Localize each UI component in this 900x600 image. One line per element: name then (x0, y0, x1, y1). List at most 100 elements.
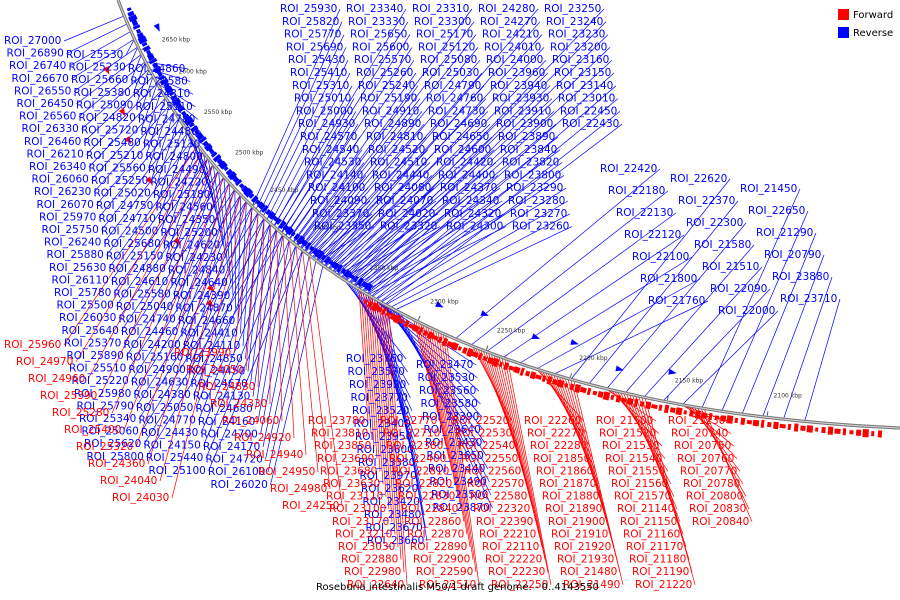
label-leader-line (63, 15, 125, 42)
reverse-feature-label: ROI_26020 (211, 479, 268, 491)
label-leader-line (701, 188, 801, 409)
label-leader-line (349, 175, 499, 284)
reverse-feature-label: ROI_24650 (432, 131, 489, 143)
forward-feature-label: ROI_21910 (551, 528, 608, 540)
label-leader-line (106, 138, 194, 256)
forward-feature-label: ROI_24050 (186, 364, 243, 376)
label-leader-line (376, 300, 393, 522)
reverse-feature-label: ROI_24480 (141, 126, 198, 138)
forward-gene-feature (457, 346, 462, 351)
reverse-feature-label: ROI_24500 (101, 225, 158, 237)
reverse-feature-label: ROI_24450 (188, 365, 245, 377)
label-leader-line (295, 245, 319, 473)
reverse-feature-label: ROI_24600 (434, 144, 491, 156)
reverse-gene-feature (243, 187, 254, 198)
label-leader-line (397, 311, 492, 496)
label-leader-line (173, 170, 219, 295)
reverse-feature-label: ROI_23490 (430, 476, 487, 488)
reverse-gene-feature (218, 160, 228, 170)
reverse-gene-feature (210, 151, 218, 158)
reverse-feature-label: ROI_25790 (77, 400, 134, 412)
reverse-feature-label: ROI_24370 (440, 182, 497, 194)
forward-gene-arrow (145, 176, 153, 185)
label-leader-line (366, 72, 615, 295)
label-leader-line (308, 123, 425, 256)
reverse-gene-feature (250, 195, 259, 204)
reverse-feature-label: ROI_25380 (74, 87, 131, 99)
reverse-feature-label: ROI_22430 (562, 118, 619, 130)
label-leader-line (415, 320, 444, 434)
forward-feature-label: ROI_21880 (542, 491, 599, 503)
reverse-feature-label: ROI_24200 (124, 339, 181, 351)
reverse-feature-label: ROI_24070 (376, 195, 433, 207)
reverse-feature-label: ROI_25240 (358, 80, 415, 92)
gene-features (103, 7, 883, 438)
forward-feature-label: ROI_25280 (52, 407, 109, 419)
label-leader-line (123, 176, 225, 431)
reverse-feature-label: ROI_23950 (355, 431, 412, 443)
reverse-feature-label: ROI_25310 (292, 80, 349, 92)
forward-feature-label: ROI_22540 (458, 440, 515, 452)
forward-gene-arrow (103, 66, 110, 75)
scale-tick-label: 2150 kbp (675, 377, 703, 384)
reverse-feature-label: ROI_24860 (128, 63, 185, 75)
reverse-feature-label: ROI_26740 (9, 60, 66, 72)
label-leader-line (270, 72, 351, 224)
label-leader-line (273, 8, 407, 227)
forward-feature-label: ROI_24960 (28, 373, 85, 385)
reverse-feature-label: ROI_25000 (296, 105, 353, 117)
label-leader-line (432, 328, 465, 522)
label-leader-line (381, 302, 399, 548)
reverse-gene-feature (293, 233, 301, 241)
reverse-gene-feature (356, 277, 364, 287)
label-leader-line (309, 200, 371, 256)
reverse-feature-label: ROI_25880 (47, 249, 104, 261)
reverse-feature-label: ROI_25800 (87, 451, 144, 463)
label-leader-line (259, 34, 345, 214)
label-leader-line (570, 178, 731, 380)
reverse-feature-label: ROI_23430 (425, 437, 482, 449)
label-leader-line (367, 226, 507, 296)
reverse-gene-feature (278, 220, 287, 230)
reverse-feature-label: ROI_25370 (64, 337, 121, 349)
reverse-feature-label: ROI_25600 (352, 41, 409, 53)
reverse-gene-feature (275, 218, 282, 225)
label-leader-line (366, 149, 561, 295)
scale-tick-label: 2450 kbp (270, 187, 298, 194)
label-leader-line (93, 104, 171, 193)
label-leader-line (168, 157, 209, 270)
reverse-gene-arrow (615, 365, 624, 372)
forward-feature-label: ROI_22840 (401, 503, 458, 515)
reverse-feature-label: ROI_23330 (348, 16, 405, 28)
label-leader-line (357, 123, 557, 290)
scale-tick-label: 2100 kbp (774, 393, 802, 400)
reverse-gene-feature (312, 247, 320, 256)
reverse-feature-label: ROI_25130 (143, 139, 200, 151)
forward-feature-label: ROI_23680 (320, 465, 377, 477)
label-leader-line (66, 23, 128, 54)
label-leader-line (133, 61, 146, 93)
reverse-feature-label: ROI_25560 (89, 162, 146, 174)
label-leader-line (308, 255, 343, 507)
forward-gene-feature (586, 387, 592, 396)
forward-gene-feature (834, 428, 841, 434)
forward-feature-label: ROI_24330 (210, 398, 267, 410)
forward-feature-label: ROI_24060 (222, 415, 279, 427)
forward-gene-feature (663, 404, 670, 414)
forward-feature-label: ROI_22530 (455, 428, 512, 440)
label-leader-line (624, 244, 755, 394)
forward-gene-feature (519, 367, 525, 376)
reverse-feature-label: ROI_25110 (136, 101, 193, 113)
label-leader-line (78, 61, 146, 117)
label-leader-line (175, 176, 225, 308)
reverse-feature-label: ROI_22180 (608, 185, 665, 197)
label-leader-line (386, 305, 428, 542)
forward-feature-label: ROI_21540 (605, 453, 662, 465)
scale-tick-mark (253, 201, 257, 206)
reverse-feature-label: ROI_26890 (7, 48, 64, 60)
reverse-gene-feature (159, 78, 169, 86)
reverse-gene-feature (195, 132, 205, 141)
label-leader-line (138, 217, 265, 420)
legend-reverse-label: Reverse (853, 28, 893, 39)
forward-feature-label: ROI_25390 (40, 390, 97, 402)
